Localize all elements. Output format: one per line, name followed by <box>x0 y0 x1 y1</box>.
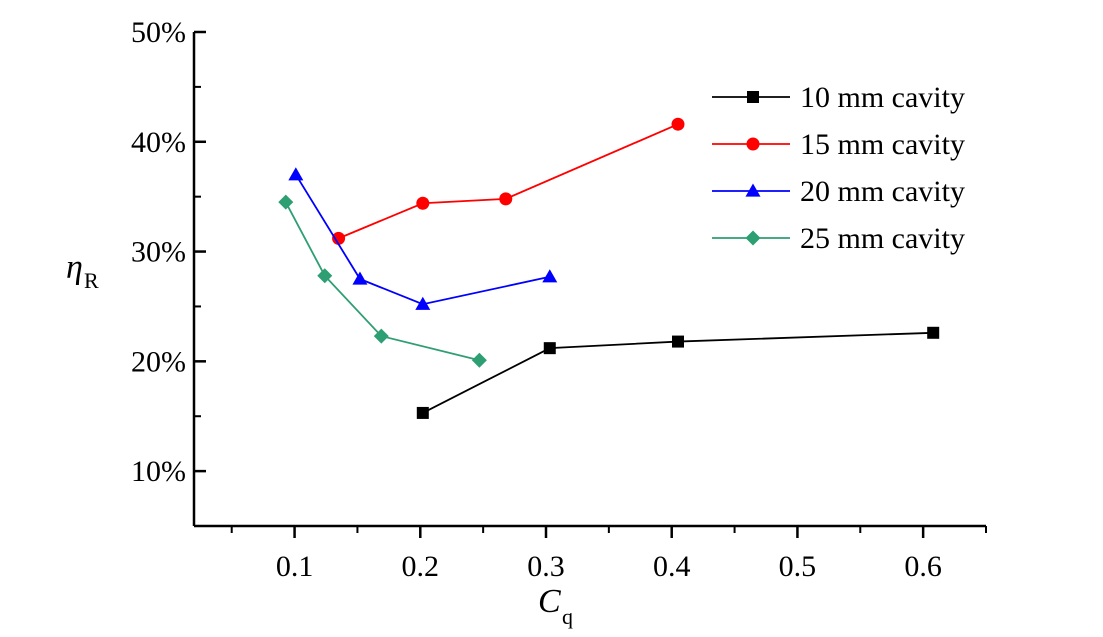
data-point <box>373 328 389 344</box>
legend-item: 25 mm cavity <box>712 222 965 255</box>
y-tick-label: 30% <box>131 236 186 269</box>
legend-swatch-marker <box>747 91 759 103</box>
data-point <box>671 117 685 131</box>
data-point <box>332 231 346 245</box>
legend-label: 15 mm cavity <box>800 128 965 161</box>
x-tick-label: 0.1 <box>276 550 314 583</box>
y-tick-label: 40% <box>131 126 186 159</box>
data-point <box>416 196 430 210</box>
x-tick-label: 0.5 <box>779 550 817 583</box>
series-line <box>284 201 480 362</box>
series-line <box>295 174 550 306</box>
series-2 <box>332 117 685 245</box>
x-tick-label: 0.6 <box>904 550 942 583</box>
axes: 10% 20% 30% 40% 50% 0.1 0.2 0.3 0.4 0.5 0.6 <box>131 16 987 583</box>
y-axis-title-subscript: R <box>84 268 99 293</box>
data-point <box>415 296 431 310</box>
series-3 <box>288 167 558 310</box>
legend-item: 10 mm cavity <box>712 81 965 114</box>
series-line <box>338 123 679 240</box>
series-layer <box>278 117 940 419</box>
legend-item: 15 mm cavity <box>712 128 965 161</box>
data-point <box>543 342 556 355</box>
legend-label: 25 mm cavity <box>800 222 965 255</box>
x-tick-label: 0.2 <box>402 550 440 583</box>
series-1 <box>416 326 940 419</box>
legend-label: 10 mm cavity <box>800 81 965 114</box>
data-point <box>542 269 558 283</box>
legend: 10 mm cavity 15 mm cavity 20 mm cavity 25 m… <box>712 81 965 255</box>
legend-item: 20 mm cavity <box>712 175 965 208</box>
x-tick-label: 0.3 <box>527 550 565 583</box>
legend-label: 20 mm cavity <box>800 175 965 208</box>
series-line <box>422 331 934 414</box>
x-axis-title: C <box>538 583 561 620</box>
series-4 <box>278 194 487 368</box>
y-tick-label: 20% <box>131 345 186 378</box>
y-axis-title: η <box>66 249 83 286</box>
data-point <box>352 271 368 285</box>
legend-swatch-marker <box>746 137 760 151</box>
data-point <box>672 335 684 348</box>
data-point <box>288 167 304 181</box>
x-tick-label: 0.4 <box>653 550 691 583</box>
legend-swatch-marker <box>745 230 761 246</box>
legend-swatch-marker <box>745 183 761 197</box>
y-tick-label: 10% <box>131 455 186 488</box>
data-point <box>278 194 294 210</box>
data-point <box>927 326 940 339</box>
data-point <box>416 406 429 419</box>
data-point <box>317 268 333 284</box>
data-point <box>471 352 487 368</box>
x-axis-title-subscript: q <box>562 604 573 629</box>
y-tick-label: 50% <box>131 16 186 49</box>
data-point <box>499 192 513 206</box>
